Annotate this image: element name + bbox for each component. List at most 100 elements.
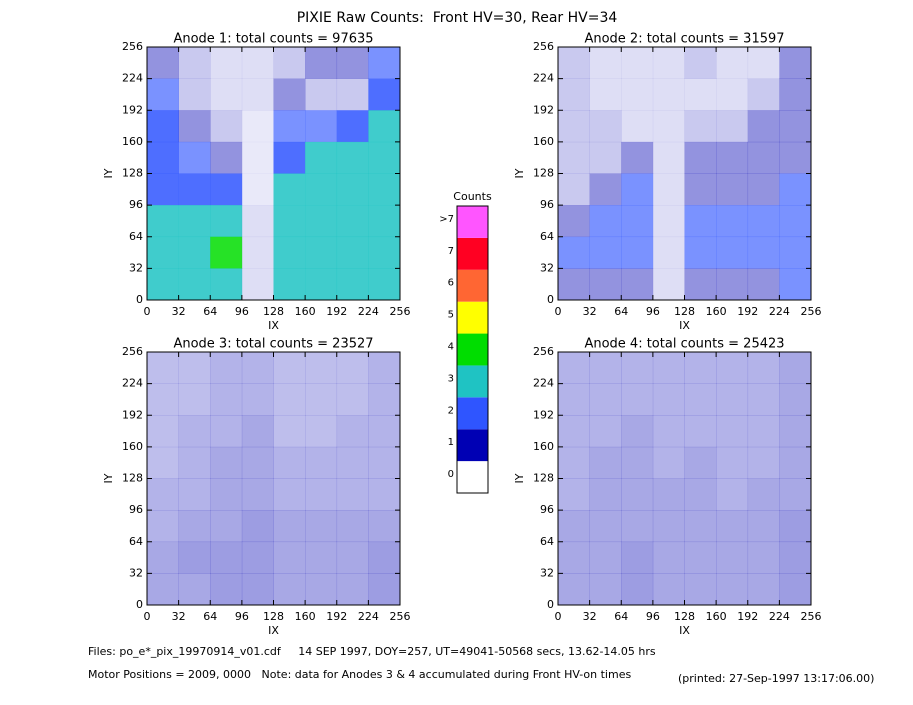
density-cell xyxy=(210,415,243,448)
density-cell xyxy=(747,446,780,479)
density-cell xyxy=(621,446,654,479)
density-cell xyxy=(336,478,369,511)
x-tick-label: 64 xyxy=(614,305,628,318)
colorbar-label: 7 xyxy=(448,246,454,257)
density-cell xyxy=(558,205,590,238)
x-tick-label: 64 xyxy=(203,610,217,623)
density-cell xyxy=(368,236,401,269)
density-cell xyxy=(716,446,749,479)
x-tick-label: 96 xyxy=(646,610,660,623)
density-cell xyxy=(241,47,274,79)
density-cell xyxy=(210,352,243,384)
density-cell xyxy=(336,573,369,606)
footer-text: Files: po_e*_pix_19970914_v01.cdf 14 SEP… xyxy=(88,645,656,658)
x-tick-label: 192 xyxy=(737,610,758,623)
density-cell xyxy=(336,110,369,143)
colorbar-title: Counts xyxy=(453,190,492,203)
colorbar-label: 0 xyxy=(448,469,454,480)
density-cell xyxy=(652,478,685,511)
density-cell xyxy=(368,78,401,111)
x-tick-label: 32 xyxy=(583,305,597,318)
density-cell xyxy=(684,510,717,543)
density-cell xyxy=(305,573,338,606)
density-cell xyxy=(684,383,717,416)
density-cell xyxy=(747,573,780,606)
density-cell xyxy=(621,541,654,574)
density-cell xyxy=(178,383,211,416)
y-tick-label: 64 xyxy=(129,230,143,243)
density-cell xyxy=(273,78,306,111)
density-cell xyxy=(273,352,306,384)
density-cell xyxy=(241,383,274,416)
density-cell xyxy=(747,141,780,174)
density-cell xyxy=(241,415,274,448)
y-tick-label: 192 xyxy=(533,103,554,116)
density-cell xyxy=(652,110,685,143)
density-cell xyxy=(273,268,306,301)
density-cell xyxy=(684,78,717,111)
density-cell xyxy=(558,141,590,174)
chart-title: PIXIE Raw Counts: Front HV=30, Rear HV=3… xyxy=(297,10,618,26)
density-cell xyxy=(747,268,780,301)
density-cell xyxy=(716,541,749,574)
density-cell xyxy=(305,236,338,269)
y-tick-label: 224 xyxy=(533,72,554,85)
density-cell xyxy=(241,352,274,384)
density-cell xyxy=(652,541,685,574)
x-tick-label: 160 xyxy=(295,305,316,318)
density-cell xyxy=(779,173,812,206)
density-cell xyxy=(589,352,622,384)
density-cell xyxy=(147,78,179,111)
density-cell xyxy=(652,573,685,606)
density-cell xyxy=(305,141,338,174)
density-cell xyxy=(336,383,369,416)
density-cell xyxy=(241,110,274,143)
density-cell xyxy=(779,573,812,606)
density-cell xyxy=(210,78,243,111)
x-tick-label: 192 xyxy=(326,305,347,318)
density-cell xyxy=(747,478,780,511)
density-cell xyxy=(241,446,274,479)
density-cell xyxy=(336,268,369,301)
density-cell xyxy=(273,541,306,574)
x-axis-label: IX xyxy=(268,319,279,332)
density-cell xyxy=(178,47,211,79)
x-axis-label: IX xyxy=(679,319,690,332)
density-cell xyxy=(747,173,780,206)
density-cell xyxy=(652,383,685,416)
density-cell xyxy=(241,573,274,606)
density-cell xyxy=(178,268,211,301)
density-cell xyxy=(684,352,717,384)
density-cell xyxy=(147,446,179,479)
x-tick-label: 160 xyxy=(706,305,727,318)
density-cell xyxy=(779,383,812,416)
density-cell xyxy=(368,415,401,448)
density-cell xyxy=(241,141,274,174)
density-cell xyxy=(368,47,401,79)
density-cell xyxy=(779,78,812,111)
density-cell xyxy=(368,573,401,606)
density-cell xyxy=(305,478,338,511)
density-cell xyxy=(684,268,717,301)
density-cell xyxy=(178,352,211,384)
colorbar-label: 4 xyxy=(448,342,454,353)
density-cell xyxy=(652,415,685,448)
density-cell xyxy=(621,268,654,301)
y-axis-label: IY xyxy=(102,473,115,483)
density-cell xyxy=(684,478,717,511)
density-cell xyxy=(589,541,622,574)
density-cell xyxy=(621,573,654,606)
y-tick-label: 128 xyxy=(122,472,143,485)
colorbar-swatch xyxy=(457,269,488,302)
density-cell xyxy=(652,47,685,79)
colorbar-label: 5 xyxy=(448,310,454,321)
density-cell xyxy=(558,510,590,543)
density-cell xyxy=(178,573,211,606)
density-cell xyxy=(716,415,749,448)
density-cell xyxy=(747,110,780,143)
density-cell xyxy=(241,205,274,238)
density-cell xyxy=(747,47,780,79)
density-cell xyxy=(147,268,179,301)
density-cell xyxy=(716,205,749,238)
density-cell xyxy=(621,352,654,384)
